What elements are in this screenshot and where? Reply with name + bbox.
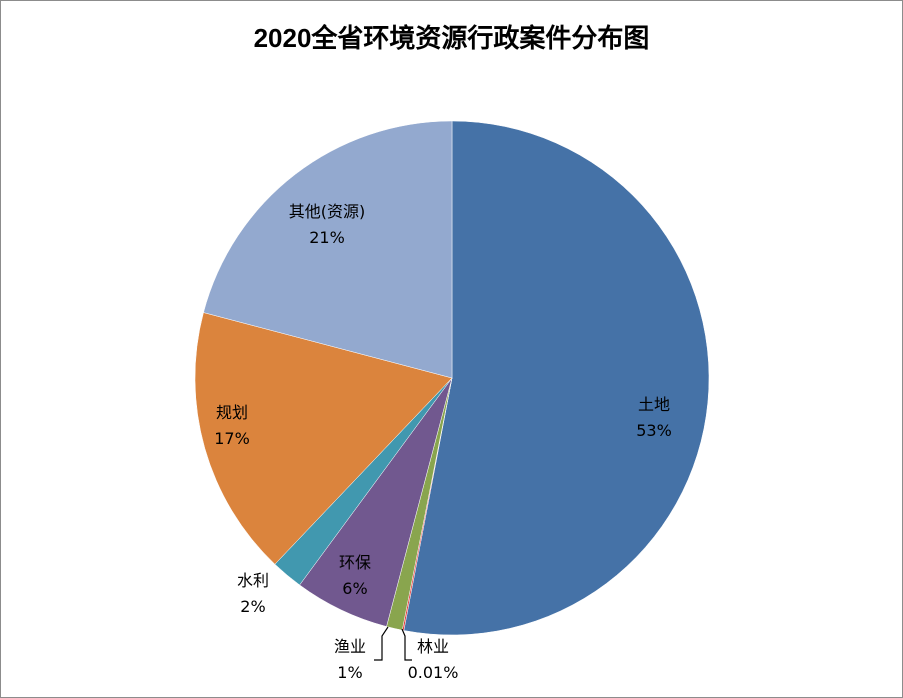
slice-category-label-1: 林业 <box>417 637 449 656</box>
slice-category-label-5: 规划 <box>216 403 248 422</box>
slice-category-label-0: 土地 <box>638 395 670 414</box>
slice-percent-label-5: 17% <box>214 429 250 448</box>
slice-category-label-6: 其他(资源) <box>289 202 366 221</box>
slice-category-label-3: 环保 <box>339 553 371 572</box>
slice-percent-label-4: 2% <box>240 597 265 616</box>
slice-percent-label-2: 1% <box>337 663 362 682</box>
slice-category-label-4: 水利 <box>237 571 269 590</box>
pie-slice-0 <box>403 120 710 636</box>
leader-line-1 <box>401 628 412 661</box>
slice-category-label-2: 渔业 <box>334 637 366 656</box>
slice-percent-label-6: 21% <box>309 228 345 247</box>
pie-labels: 土地 53% 林业 0.01% 渔业 1% 环保 6% 水利 2% 规划 17% 其他(资源) 21% <box>214 202 672 682</box>
slice-percent-label-0: 53% <box>636 421 672 440</box>
leader-line-2 <box>374 626 389 661</box>
chart-title: 2020全省环境资源行政案件分布图 <box>253 23 650 53</box>
pie-slice-6 <box>203 120 453 379</box>
slice-percent-label-3: 6% <box>342 579 367 598</box>
pie-slice-5 <box>194 312 453 565</box>
slice-percent-label-1: 0.01% <box>408 663 459 682</box>
pie-slices <box>194 120 710 636</box>
